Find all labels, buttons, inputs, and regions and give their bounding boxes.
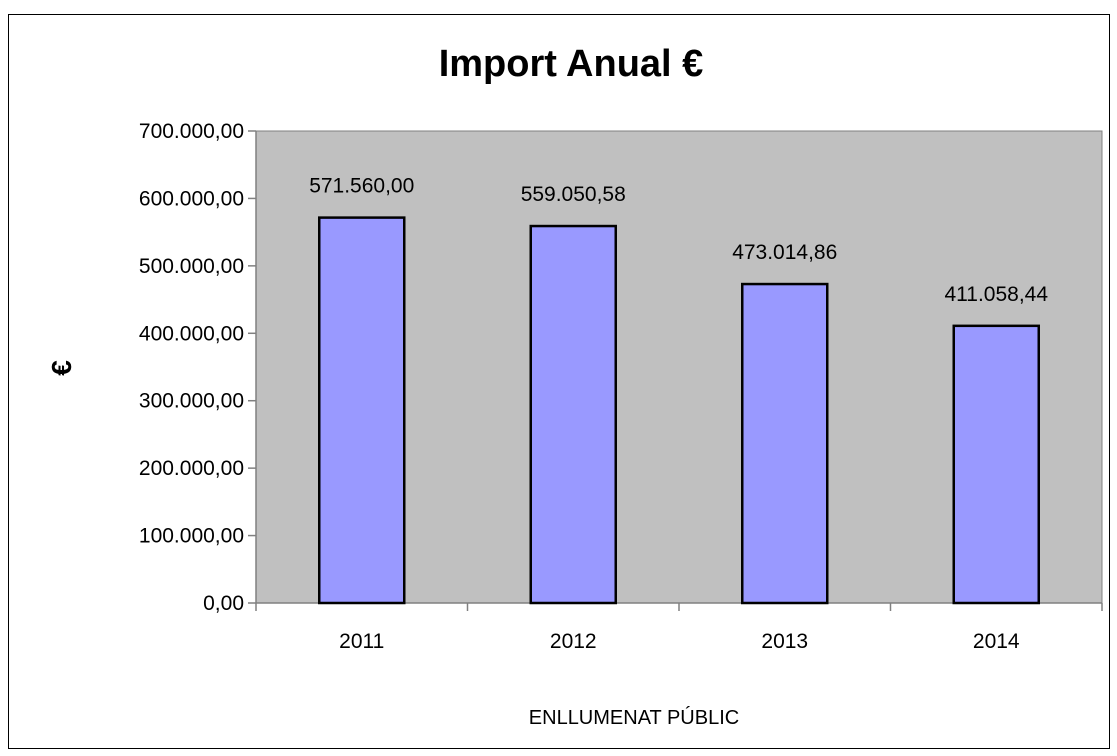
y-tick-label: 100.000,00 [139, 525, 244, 548]
y-tick-label: 300.000,00 [139, 390, 244, 413]
y-tick-label: 700.000,00 [139, 120, 244, 143]
y-axis-label: € [46, 360, 77, 376]
x-tick-label: 2013 [761, 630, 808, 653]
y-tick-label: 600.000,00 [139, 187, 244, 210]
bar [952, 324, 1040, 605]
y-tick-label: 200.000,00 [139, 457, 244, 480]
bar [529, 224, 617, 605]
x-axis-label: ENLLUMENAT PÚBLIC [529, 706, 739, 729]
data-label: 571.560,00 [309, 175, 414, 198]
x-tick-label: 2011 [339, 630, 384, 653]
y-tick-label: 500.000,00 [139, 255, 244, 278]
data-label: 411.058,44 [944, 283, 1048, 306]
bar [741, 282, 829, 605]
bar [318, 216, 406, 605]
x-tick-label: 2012 [550, 630, 597, 653]
data-label: 473.014,86 [732, 241, 837, 264]
y-tick-label: 0,00 [203, 592, 244, 615]
x-tick-label: 2014 [973, 630, 1020, 653]
data-label: 559.050,58 [521, 183, 626, 206]
y-tick-label: 400.000,00 [139, 322, 244, 345]
chart-title: Import Anual € [439, 43, 704, 85]
